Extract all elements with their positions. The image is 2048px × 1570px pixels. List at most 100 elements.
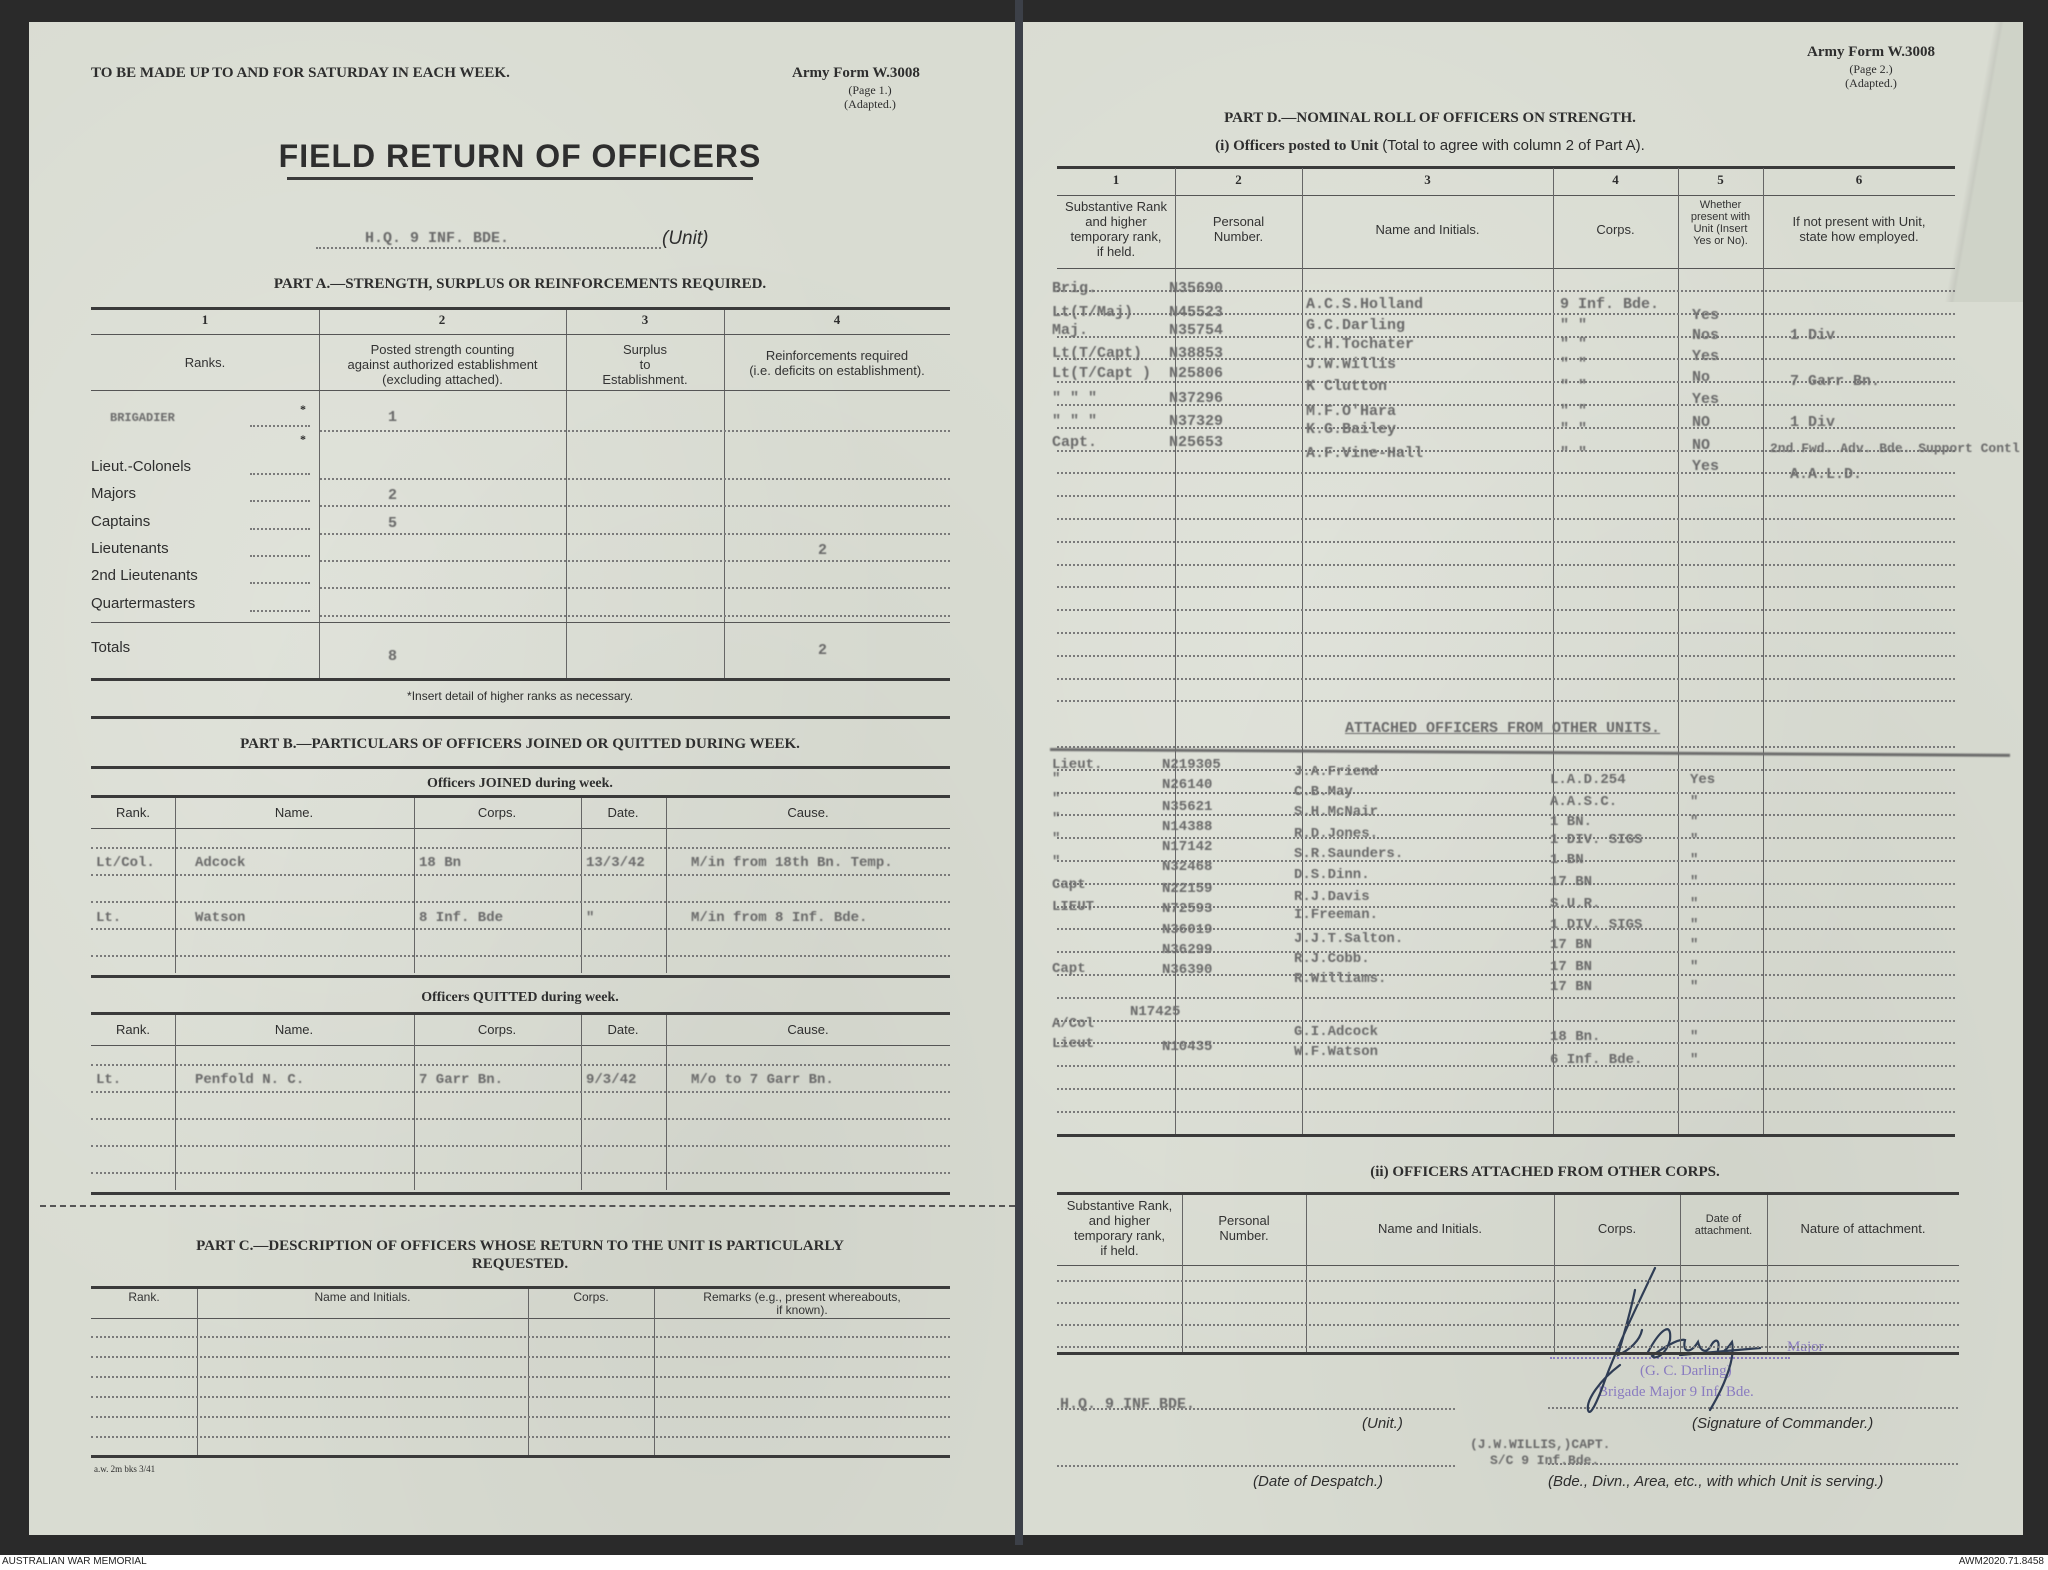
part-c-title-line2: REQUESTED. bbox=[471, 1256, 569, 1272]
signature-label: (Signature of Commander.) bbox=[1692, 1415, 1874, 1432]
row-rule bbox=[1057, 632, 1955, 634]
commander-signature bbox=[1586, 1266, 1762, 1413]
rule bbox=[91, 975, 950, 978]
unit-line bbox=[1057, 1408, 1455, 1410]
page-spine bbox=[1015, 0, 1023, 1545]
header-posted: Posted strength counting against authori… bbox=[347, 342, 538, 387]
officer-number: N37329 bbox=[1169, 413, 1224, 430]
asterisk: * bbox=[300, 432, 306, 446]
cell-date: 13/3/42 bbox=[586, 855, 645, 871]
officer-name: J.W.Willis bbox=[1306, 356, 1397, 373]
attached-rank: Capt bbox=[1052, 961, 1086, 977]
officer-present: Yes bbox=[1692, 307, 1720, 324]
form-adapted: (Adapted.) bbox=[844, 97, 896, 111]
row-rule bbox=[1057, 677, 1955, 680]
cell-cause: M/in from 8 Inf. Bde. bbox=[691, 910, 868, 926]
attached-number: N32468 bbox=[1162, 859, 1213, 875]
officer-name: A.F.Vine-Hall bbox=[1306, 445, 1424, 462]
attached-corps: 17 BN bbox=[1550, 959, 1593, 975]
attached-name: W.F.Watson bbox=[1294, 1044, 1379, 1060]
row-rule bbox=[1057, 335, 1955, 338]
cell-posted: 2 bbox=[388, 487, 398, 504]
row-rule bbox=[1057, 449, 1955, 452]
column-header: Corps. bbox=[477, 1022, 517, 1037]
row-rule bbox=[91, 1436, 950, 1438]
row-rule bbox=[320, 430, 950, 432]
attached-rank: A/Col bbox=[1052, 1016, 1095, 1032]
row-rule bbox=[1057, 746, 1955, 748]
rule bbox=[91, 390, 950, 391]
row-rule bbox=[1057, 654, 1955, 657]
stamp-title: Brigade Major 9 Inf. Bde. bbox=[1598, 1384, 1754, 1400]
attached-present: " bbox=[1690, 794, 1699, 810]
column-header: Remarks (e.g., present whereabouts, if k… bbox=[703, 1290, 901, 1317]
row-rule bbox=[1057, 768, 1955, 771]
col-number: 4 bbox=[833, 312, 841, 327]
cell-corps: 8 Inf. Bde bbox=[419, 910, 504, 926]
attached-corps-title: (ii) OFFICERS ATTACHED FROM OTHER CORPS. bbox=[1370, 1164, 1720, 1180]
col-number: 2 bbox=[1235, 172, 1242, 187]
officer-employed: 1 Div bbox=[1790, 327, 1836, 344]
row-rule bbox=[1057, 495, 1955, 498]
officer-corps: " " bbox=[1560, 336, 1588, 353]
column-header: Rank. bbox=[128, 1290, 160, 1304]
cell-date: 9/3/42 bbox=[586, 1072, 637, 1088]
rule bbox=[91, 795, 950, 798]
row-rule bbox=[1057, 540, 1955, 543]
attached-number: N36299 bbox=[1162, 942, 1213, 958]
attached-present: " bbox=[1690, 814, 1699, 830]
officer-rank: Lt(T/Maj) bbox=[1052, 304, 1134, 321]
date-line bbox=[1057, 1465, 1455, 1467]
row-rule bbox=[91, 1118, 950, 1120]
column-header: Date. bbox=[607, 1022, 639, 1037]
row-rule bbox=[91, 1336, 950, 1338]
rule bbox=[1057, 268, 1955, 269]
column-header: Substantive Rank, and higher temporary r… bbox=[1066, 1198, 1173, 1258]
form-adapted: (Adapted.) bbox=[1845, 76, 1897, 90]
attached-name: R.J.Cobb. bbox=[1294, 951, 1370, 967]
row-rule bbox=[1057, 882, 1955, 885]
attached-present: " bbox=[1690, 896, 1699, 912]
attached-corps: A.A.S.C. bbox=[1550, 794, 1618, 810]
form-page: (Page 1.) bbox=[848, 83, 892, 97]
attached-rank: Lieut bbox=[1052, 1036, 1095, 1052]
col-number: 2 bbox=[438, 312, 446, 327]
officer-present: Yes bbox=[1692, 391, 1720, 408]
officer-present: Yes bbox=[1692, 348, 1720, 365]
cell-date: " bbox=[586, 910, 595, 926]
column-header: Name and Initials. bbox=[1375, 221, 1480, 237]
row-rule bbox=[1057, 312, 1955, 315]
caption-left: AUSTRALIAN WAR MEMORIAL bbox=[2, 1556, 147, 1567]
attached-present: " bbox=[1690, 832, 1699, 848]
row-rule bbox=[320, 478, 950, 480]
subtitle-rest: (Total to agree with column 2 of Part A)… bbox=[1382, 137, 1645, 154]
attached-number: N10435 bbox=[1162, 1039, 1213, 1055]
cell-cause: M/o to 7 Garr Bn. bbox=[691, 1072, 834, 1088]
attached-number: N17425 bbox=[1130, 1004, 1181, 1020]
officer-employed: 7 Garr Bn. bbox=[1790, 373, 1881, 390]
rule bbox=[91, 766, 950, 769]
unit-label: (Unit) bbox=[662, 228, 709, 249]
officer-corps: 9 Inf. Bde. bbox=[1560, 296, 1660, 313]
col-number: 1 bbox=[1112, 172, 1120, 187]
officer-number: N35754 bbox=[1169, 322, 1224, 339]
attached-heading: ATTACHED OFFICERS FROM OTHER UNITS. bbox=[1345, 720, 1661, 737]
attached-number: N17142 bbox=[1162, 839, 1213, 855]
officer-name: C.H.Tochater bbox=[1306, 336, 1415, 353]
attached-present: " bbox=[1690, 979, 1699, 995]
column-divider bbox=[1763, 168, 1764, 1134]
column-header: Corps. bbox=[1597, 1220, 1637, 1236]
row-rule bbox=[1057, 1042, 1955, 1045]
attached-number: N36390 bbox=[1162, 962, 1213, 978]
attached-corps: 1 BN. bbox=[1550, 814, 1593, 830]
attached-name: R.J.Davis bbox=[1294, 889, 1370, 905]
row-rule bbox=[91, 1356, 950, 1358]
column-divider bbox=[414, 798, 415, 973]
leader-dots bbox=[250, 555, 310, 557]
leader-dots bbox=[250, 425, 310, 427]
attached-present: " bbox=[1690, 1052, 1699, 1068]
caption-right: AWM2020.71.8458 bbox=[1958, 1556, 2044, 1567]
attached-rank: " bbox=[1052, 771, 1061, 787]
leader-dots bbox=[250, 500, 310, 502]
